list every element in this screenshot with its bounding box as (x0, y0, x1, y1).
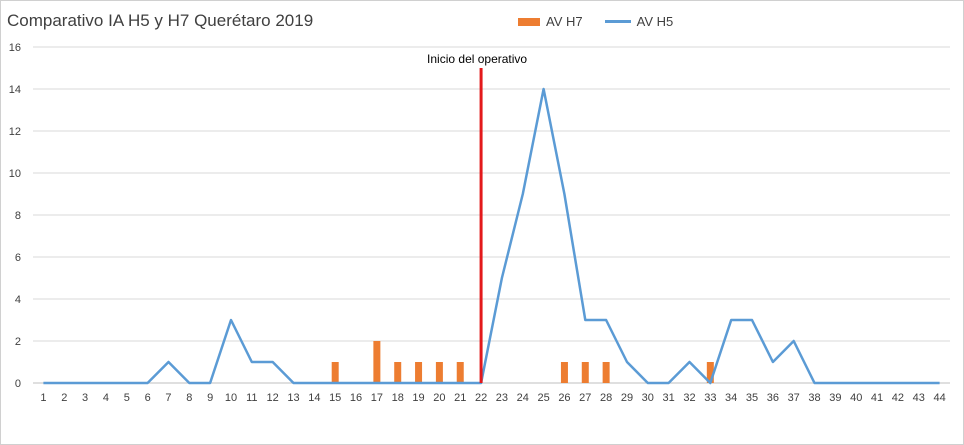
x-tick-label: 12 (267, 392, 279, 404)
line-av-h5 (43, 87, 940, 385)
chart-legend: AV H7 AV H5 (518, 14, 695, 29)
x-tick-label: 15 (329, 392, 341, 404)
x-tick-label: 17 (371, 392, 383, 404)
legend-item-h5: AV H5 (604, 14, 674, 29)
bar-av-h7 (602, 362, 610, 383)
bar-av-h7 (706, 362, 714, 383)
x-tick-label: 7 (165, 392, 171, 404)
x-tick-label: 16 (350, 392, 362, 404)
x-tick-label: 36 (767, 392, 779, 404)
x-tick-label: 43 (913, 392, 925, 404)
x-tick-label: 20 (433, 392, 445, 404)
x-tick-label: 2 (61, 392, 67, 404)
chart-title: Comparativo IA H5 y H7 Querétaro 2019 (7, 11, 314, 30)
bar-av-h7 (560, 362, 568, 383)
y-tick-label: 2 (15, 336, 21, 348)
x-tick-label: 6 (145, 392, 151, 404)
bar-av-h7 (373, 341, 381, 383)
x-tick-label: 26 (558, 392, 570, 404)
x-tick-label: 44 (933, 392, 945, 404)
x-tick-label: 42 (892, 392, 904, 404)
x-tick-label: 4 (103, 392, 109, 404)
x-tick-label: 24 (517, 392, 529, 404)
y-tick-label: 8 (15, 210, 21, 222)
x-tick-label: 33 (704, 392, 716, 404)
x-tick-label: 41 (871, 392, 883, 404)
y-tick-label: 4 (15, 294, 21, 306)
x-tick-label: 25 (537, 392, 549, 404)
x-tick-label: 10 (225, 392, 237, 404)
x-tick-label: 32 (683, 392, 695, 404)
legend-label-h5: AV H5 (636, 14, 674, 29)
x-tick-label: 37 (788, 392, 800, 404)
x-tick-label: 13 (287, 392, 299, 404)
y-tick-label: 6 (15, 252, 21, 264)
legend-item-h7: AV H7 (518, 14, 583, 29)
bar-av-h7 (435, 362, 443, 383)
x-tick-label: 28 (600, 392, 612, 404)
legend-swatch-h7 (518, 17, 540, 26)
x-tick-label: 35 (746, 392, 758, 404)
x-tick-label: 27 (579, 392, 591, 404)
x-tick-label: 9 (207, 392, 213, 404)
x-tick-label: 18 (392, 392, 404, 404)
x-tick-label: 21 (454, 392, 466, 404)
annotation-label: Inicio del operativo (427, 52, 527, 66)
y-tick-label: 10 (9, 168, 21, 180)
y-tick-label: 16 (9, 42, 21, 54)
legend-swatch-h5 (604, 20, 631, 23)
x-tick-label: 8 (186, 392, 192, 404)
bar-av-h7 (331, 362, 339, 383)
x-tick-label: 11 (246, 392, 257, 404)
bar-av-h7 (581, 362, 589, 383)
bar-av-h7 (394, 362, 402, 383)
x-tick-label: 30 (642, 392, 654, 404)
x-tick-label: 22 (475, 392, 487, 404)
x-tick-label: 23 (496, 392, 508, 404)
x-tick-label: 5 (124, 392, 130, 404)
x-tick-label: 14 (308, 392, 320, 404)
x-tick-label: 39 (829, 392, 841, 404)
x-tick-label: 34 (725, 392, 737, 404)
legend-label-h7: AV H7 (546, 14, 583, 29)
y-tick-label: 0 (15, 378, 21, 390)
x-tick-label: 29 (621, 392, 633, 404)
x-tick-label: 40 (850, 392, 862, 404)
x-tick-label: 38 (808, 392, 820, 404)
bar-av-h7 (415, 362, 423, 383)
x-tick-label: 1 (40, 392, 46, 404)
x-tick-label: 3 (82, 392, 88, 404)
y-tick-label: 12 (9, 126, 21, 138)
bar-av-h7 (456, 362, 464, 383)
y-tick-label: 14 (9, 84, 21, 96)
x-tick-label: 19 (412, 392, 424, 404)
x-tick-label: 31 (663, 392, 675, 404)
